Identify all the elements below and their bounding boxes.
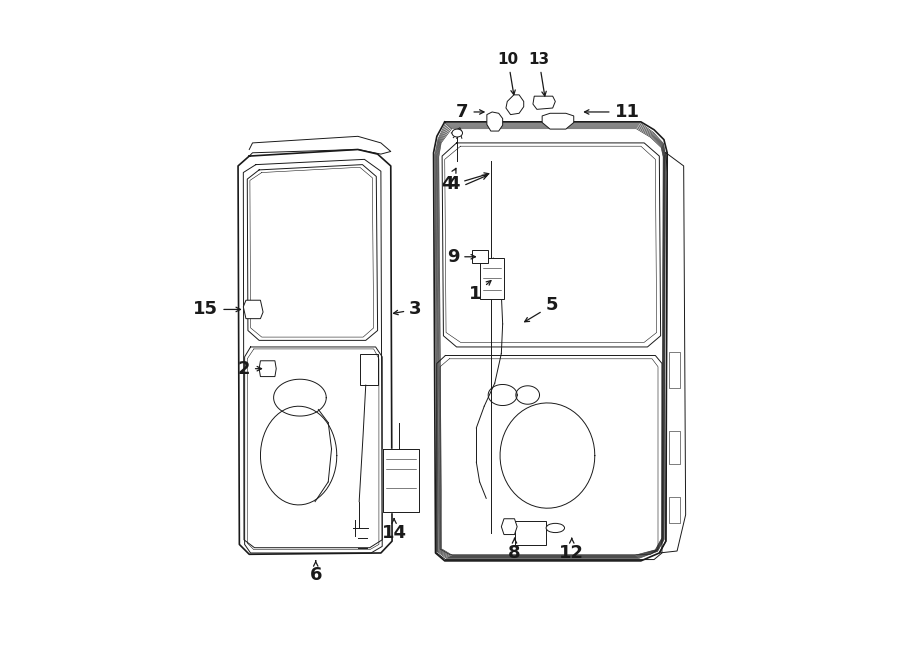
Polygon shape <box>243 300 263 319</box>
Bar <box>515 522 546 545</box>
Bar <box>669 431 680 464</box>
Text: 12: 12 <box>559 538 584 562</box>
Text: 4: 4 <box>446 173 489 194</box>
Bar <box>669 497 680 524</box>
Text: 5: 5 <box>525 297 558 322</box>
Text: 2: 2 <box>238 360 262 377</box>
Bar <box>481 258 504 299</box>
Polygon shape <box>382 449 419 512</box>
Polygon shape <box>660 153 686 553</box>
Polygon shape <box>501 519 518 535</box>
Text: 3: 3 <box>393 301 422 319</box>
Polygon shape <box>436 356 662 560</box>
Text: 8: 8 <box>508 538 521 562</box>
Ellipse shape <box>546 524 564 533</box>
Bar <box>669 352 680 389</box>
Polygon shape <box>434 122 667 561</box>
Text: 15: 15 <box>194 301 240 319</box>
Ellipse shape <box>452 129 463 137</box>
Polygon shape <box>472 251 488 263</box>
Polygon shape <box>542 113 573 129</box>
Polygon shape <box>533 96 555 109</box>
Text: 6: 6 <box>310 561 322 584</box>
Text: 11: 11 <box>584 103 640 121</box>
Polygon shape <box>442 143 661 347</box>
Text: 13: 13 <box>528 52 549 96</box>
Text: 4: 4 <box>441 169 456 194</box>
Text: 7: 7 <box>456 103 484 121</box>
Text: 14: 14 <box>382 518 407 542</box>
Text: 10: 10 <box>498 52 518 95</box>
Text: 1: 1 <box>469 280 491 303</box>
Text: 9: 9 <box>446 248 475 266</box>
Polygon shape <box>259 361 276 377</box>
Polygon shape <box>506 95 524 114</box>
Bar <box>360 354 378 385</box>
Polygon shape <box>487 112 503 131</box>
